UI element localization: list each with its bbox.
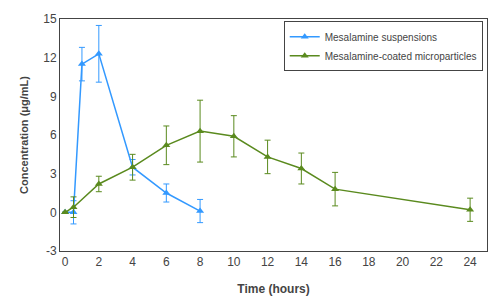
svg-text:6: 6 [163,255,170,269]
svg-text:2: 2 [95,255,102,269]
svg-text:22: 22 [430,255,444,269]
svg-text:12: 12 [261,255,275,269]
svg-text:Concentration (μg/mL): Concentration (μg/mL) [18,76,30,194]
svg-text:-3: -3 [46,244,57,258]
svg-text:Mesalamine suspensions: Mesalamine suspensions [325,32,437,43]
svg-text:24: 24 [463,255,477,269]
svg-text:3: 3 [50,167,57,181]
svg-text:6: 6 [50,128,57,142]
svg-text:Mesalamine-coated microparticl: Mesalamine-coated microparticles [325,51,477,62]
svg-text:9: 9 [50,90,57,104]
svg-text:12: 12 [43,51,57,65]
svg-text:16: 16 [328,255,342,269]
svg-text:0: 0 [50,206,57,220]
svg-text:Time (hours): Time (hours) [237,282,309,296]
svg-text:20: 20 [396,255,410,269]
svg-text:10: 10 [227,255,241,269]
svg-text:4: 4 [129,255,136,269]
svg-text:18: 18 [362,255,376,269]
svg-text:15: 15 [43,12,57,26]
svg-text:8: 8 [197,255,204,269]
svg-text:14: 14 [295,255,309,269]
svg-text:0: 0 [62,255,69,269]
